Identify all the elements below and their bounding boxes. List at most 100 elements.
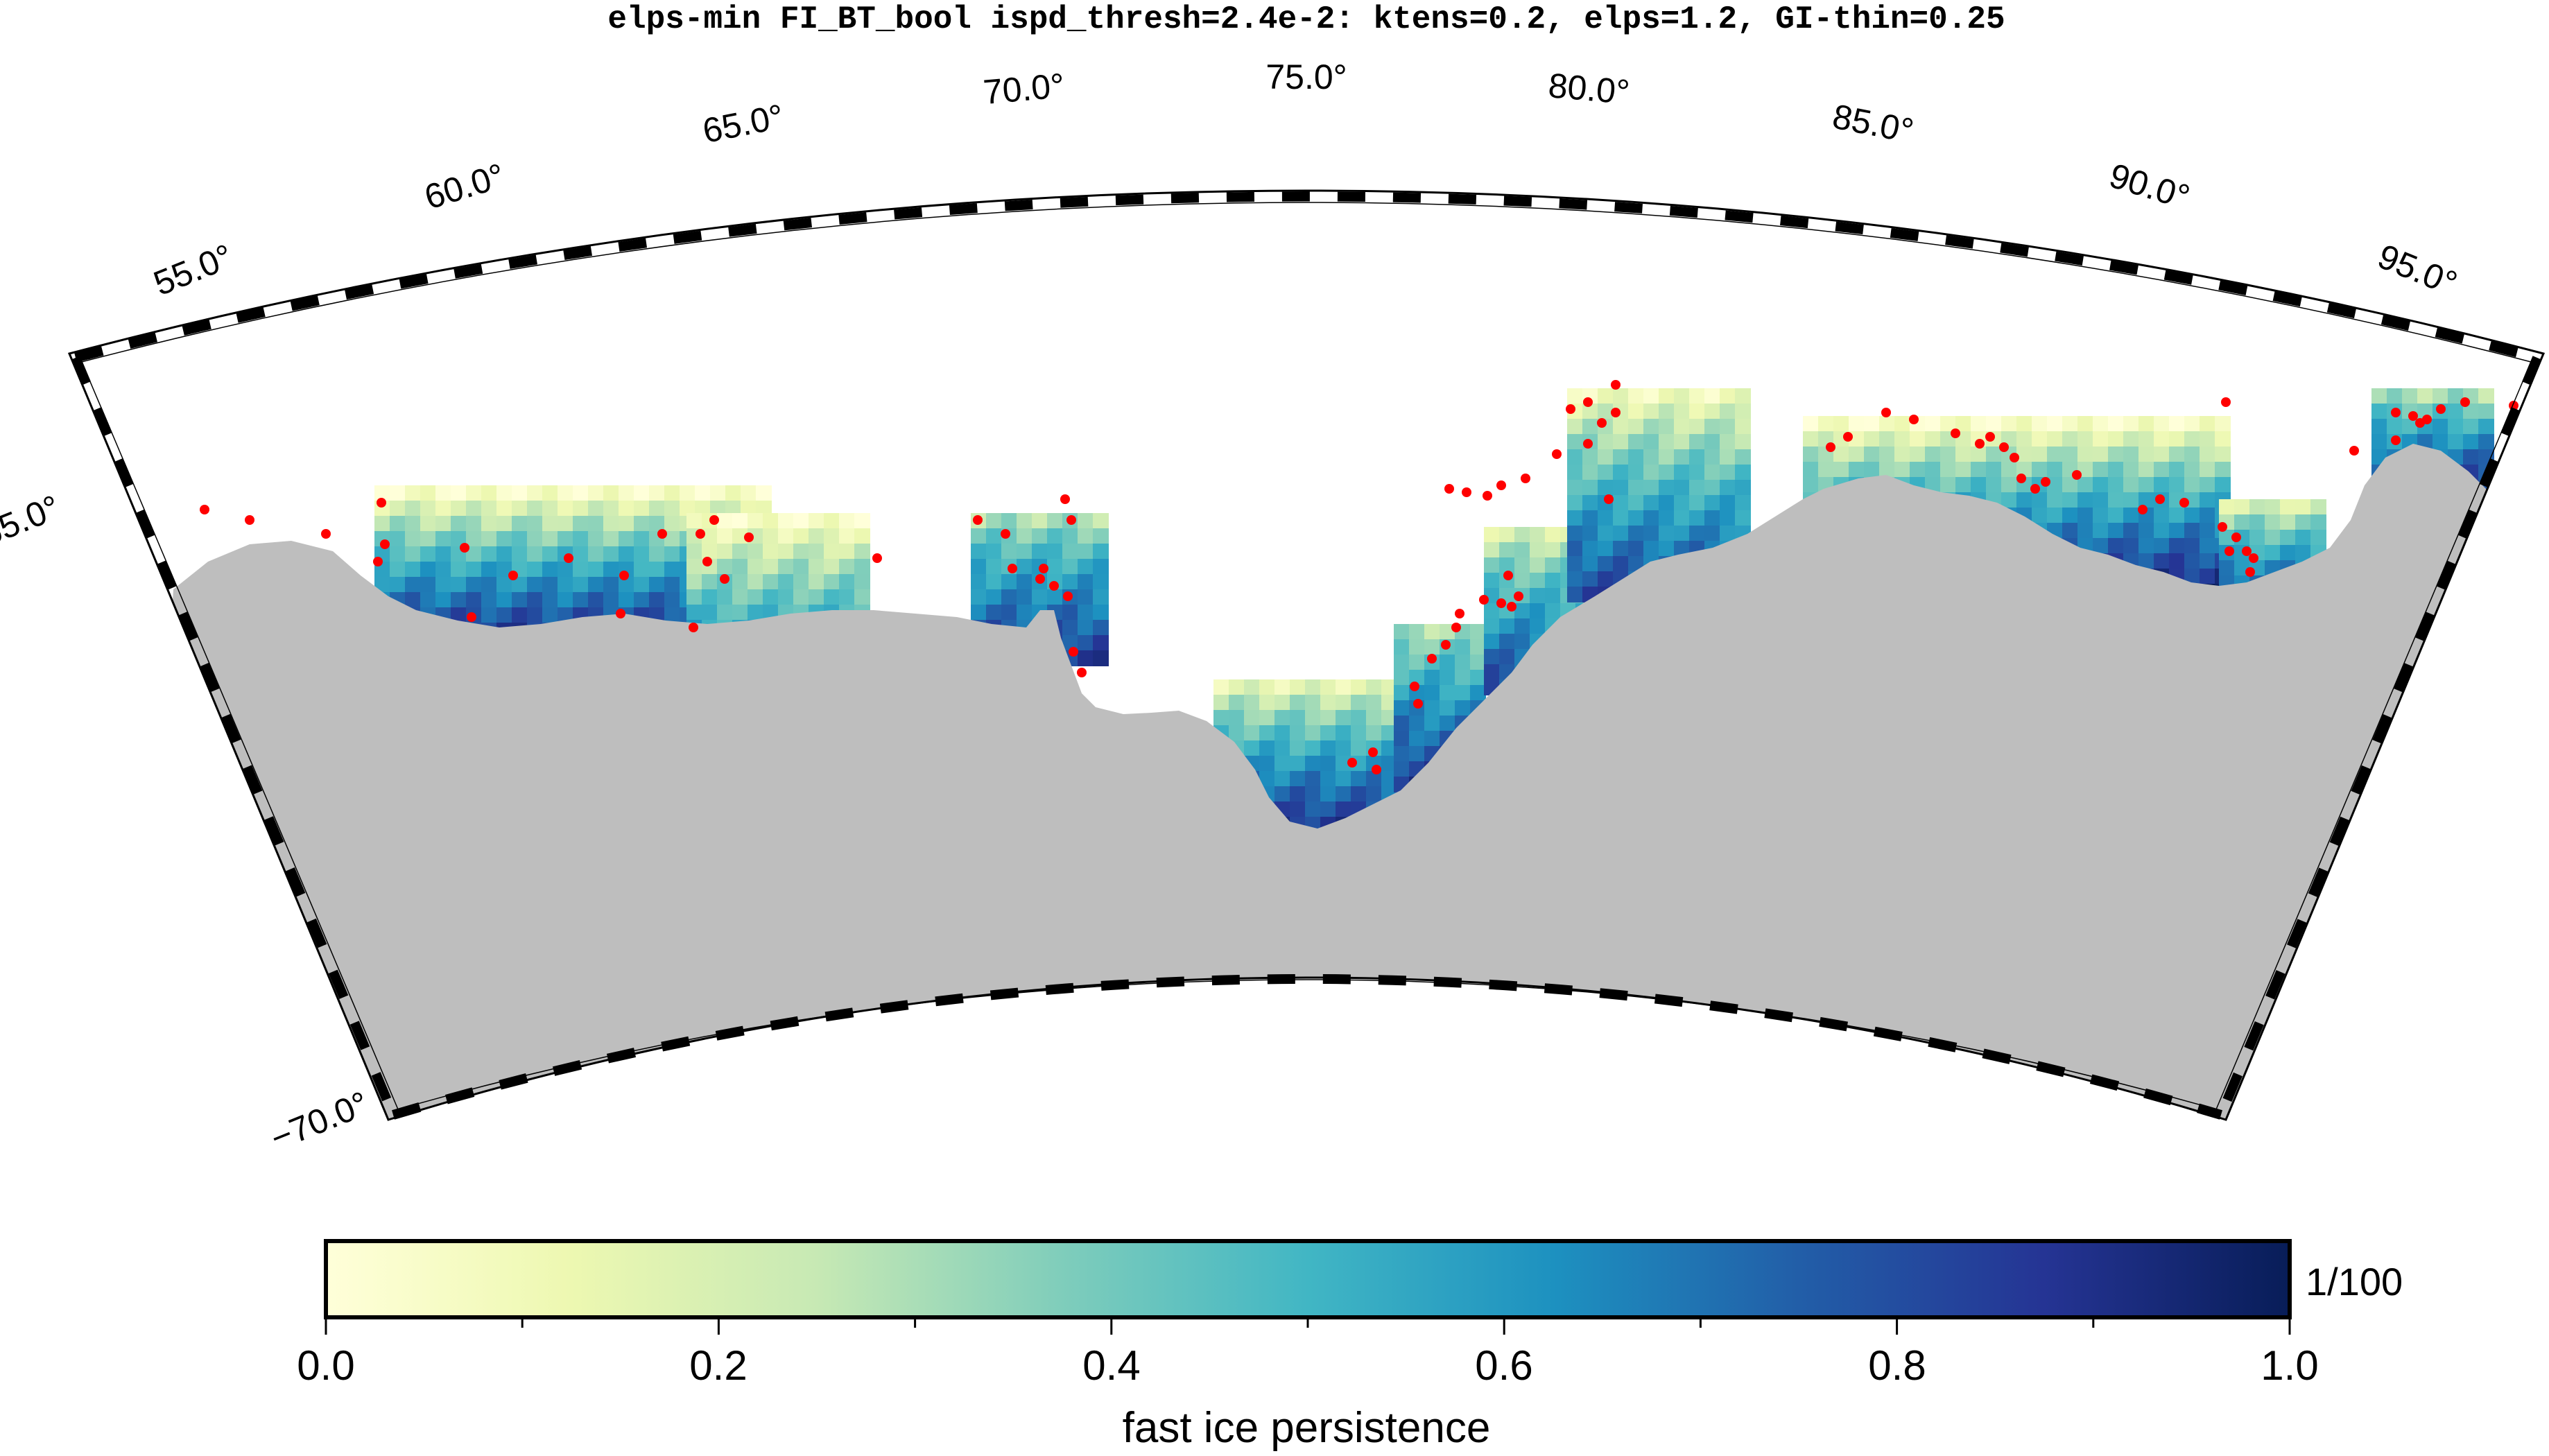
grounded-iceberg-dot xyxy=(1507,602,1517,612)
fast-ice-cell xyxy=(527,592,543,608)
fast-ice-cell xyxy=(603,562,619,578)
fast-ice-cell xyxy=(2108,431,2124,447)
fast-ice-cell xyxy=(1499,542,1515,558)
fast-ice-cell xyxy=(664,577,680,593)
fast-ice-cell xyxy=(1274,771,1290,787)
colorbar-label: fast ice persistence xyxy=(1123,1404,1491,1452)
fast-ice-cell xyxy=(2169,462,2185,478)
fast-ice-cell xyxy=(824,528,840,544)
fast-ice-cell xyxy=(1674,480,1690,496)
fast-ice-cell xyxy=(732,559,748,575)
fast-ice-cell xyxy=(1470,624,1486,640)
fast-ice-cell xyxy=(809,589,824,605)
fast-ice-cell xyxy=(2184,523,2200,539)
fast-ice-cell xyxy=(512,577,528,593)
fast-ice-cell xyxy=(405,531,421,547)
fast-ice-cell xyxy=(702,528,718,544)
fast-ice-cell xyxy=(1259,695,1275,711)
fast-ice-cell xyxy=(1582,419,1598,435)
map-frame-checker-top xyxy=(74,191,2539,363)
fast-ice-cell xyxy=(1394,761,1410,777)
fast-ice-cell xyxy=(466,516,482,532)
grounded-iceberg-dot xyxy=(1999,442,2009,452)
fast-ice-cell xyxy=(649,592,665,608)
fast-ice-cell xyxy=(496,516,512,532)
fast-ice-cell xyxy=(809,559,824,575)
fast-ice-cell xyxy=(1598,526,1614,541)
fast-ice-cell xyxy=(1499,618,1515,634)
fast-ice-cell xyxy=(1720,480,1736,496)
fast-ice-cell xyxy=(1598,480,1614,496)
map-frame-checker-left xyxy=(71,356,398,1117)
fast-ice-cell xyxy=(2280,499,2296,515)
fast-ice-cell xyxy=(732,605,748,621)
fast-ice-cell xyxy=(1424,700,1440,716)
fast-ice-cell xyxy=(1290,771,1306,787)
fast-ice-cell xyxy=(824,544,840,560)
fast-ice-cell xyxy=(1366,771,1382,787)
fast-ice-cell xyxy=(2047,462,2063,478)
fast-ice-cell xyxy=(649,562,665,578)
fast-ice-cell xyxy=(763,544,779,560)
grounded-iceberg-dot xyxy=(1604,494,1614,504)
fast-ice-cell xyxy=(1470,655,1486,670)
fast-ice-cell xyxy=(1424,716,1440,731)
lon-label-60: 60.0° xyxy=(420,156,510,217)
fast-ice-cell xyxy=(466,577,482,593)
fast-ice-cell xyxy=(2154,523,2170,539)
grounded-iceberg-dot xyxy=(1611,380,1621,390)
fast-ice-cell xyxy=(1910,431,1926,447)
fast-ice-cell xyxy=(717,589,733,605)
fast-ice-cell xyxy=(1613,449,1629,465)
fast-ice-cell xyxy=(1879,447,1895,462)
fast-ice-cell xyxy=(695,485,711,501)
grounded-iceberg-dot xyxy=(2408,411,2418,421)
fast-ice-cell xyxy=(2387,388,2403,404)
fast-ice-cell xyxy=(971,574,987,590)
fast-ice-cell xyxy=(2295,514,2311,530)
fast-ice-cell xyxy=(1849,447,1865,462)
fast-ice-cell xyxy=(2249,514,2265,530)
fast-ice-cell xyxy=(1017,589,1032,605)
fast-ice-cell xyxy=(1530,573,1546,589)
fast-ice-cell xyxy=(1514,603,1530,619)
fast-ice-cell xyxy=(1689,419,1705,435)
fast-ice-cell xyxy=(634,516,650,532)
fast-ice-cell xyxy=(854,513,870,529)
fast-ice-cell xyxy=(1424,731,1440,747)
fast-ice-cell xyxy=(854,528,870,544)
grounded-iceberg-dot xyxy=(1077,668,1087,677)
fast-ice-cell xyxy=(435,531,451,547)
fast-ice-cell xyxy=(2200,523,2215,539)
fast-ice-cell xyxy=(1409,655,1425,670)
fast-ice-cell xyxy=(748,544,763,560)
fast-ice-cell xyxy=(2215,477,2231,493)
colorbar-gradient xyxy=(324,1239,2292,1319)
fast-ice-cell xyxy=(2138,492,2154,508)
fast-ice-cell xyxy=(1530,618,1546,634)
fast-ice-cell xyxy=(732,513,748,529)
fast-ice-cell xyxy=(451,577,467,593)
fast-ice-cell xyxy=(1567,556,1583,572)
fast-ice-cell xyxy=(573,592,589,608)
grounded-iceberg-dot xyxy=(695,529,705,539)
fast-ice-cell xyxy=(1971,462,1987,478)
fast-ice-cell xyxy=(558,562,573,578)
grounded-iceberg-dot xyxy=(744,532,754,542)
fast-ice-cell xyxy=(2047,492,2063,508)
fast-ice-cell xyxy=(542,562,558,578)
fast-ice-cell xyxy=(1017,574,1032,590)
fast-ice-cell xyxy=(1514,573,1530,589)
fast-ice-cell xyxy=(2463,404,2479,419)
colorbar-unit: 1/100 xyxy=(2306,1260,2403,1303)
fast-ice-cell xyxy=(1894,416,1910,432)
fast-ice-cell xyxy=(1628,449,1644,465)
fast-ice-cell xyxy=(702,574,718,590)
fast-ice-cell xyxy=(2047,477,2063,493)
grounded-iceberg-dot xyxy=(380,539,390,549)
fast-ice-cell xyxy=(1320,771,1336,787)
fast-ice-cell xyxy=(2215,431,2231,447)
fast-ice-cell xyxy=(1704,419,1720,435)
fast-ice-cell xyxy=(748,605,763,621)
fast-ice-cell xyxy=(1940,447,1956,462)
